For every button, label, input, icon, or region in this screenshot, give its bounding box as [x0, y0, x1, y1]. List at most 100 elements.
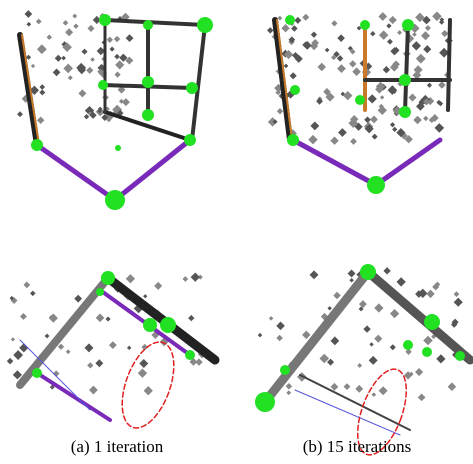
point-patch	[413, 116, 422, 125]
point-patch	[139, 359, 148, 368]
node	[360, 20, 370, 30]
node	[455, 351, 465, 361]
point-patch	[415, 368, 423, 376]
point-patch	[47, 35, 52, 40]
point-patch	[325, 48, 330, 53]
point-patch	[90, 57, 95, 62]
point-patch	[138, 368, 147, 377]
node	[98, 80, 108, 90]
point-patch	[423, 336, 433, 346]
point-patch	[363, 325, 370, 332]
node	[160, 317, 176, 333]
point-patch	[26, 55, 31, 60]
edge	[295, 390, 400, 435]
edge	[105, 20, 205, 25]
point-patch	[348, 269, 356, 277]
node	[360, 264, 376, 280]
point-patch	[277, 108, 283, 114]
point-patch	[106, 316, 111, 321]
point-patch	[389, 16, 397, 24]
point-patch	[65, 28, 73, 36]
point-patch	[115, 60, 124, 69]
point-patch	[63, 20, 69, 26]
point-patch	[286, 383, 293, 390]
point-patch	[426, 290, 434, 298]
point-patch	[369, 342, 373, 346]
point-patch	[388, 85, 398, 95]
point-patch	[276, 335, 283, 342]
point-patch	[13, 350, 23, 360]
point-patch	[20, 313, 27, 320]
node	[185, 350, 195, 360]
point-patch	[53, 68, 61, 76]
point-patch	[107, 37, 113, 43]
point-patch	[337, 64, 346, 73]
point-patch	[58, 344, 64, 350]
point-patch	[390, 344, 396, 350]
point-patch	[359, 300, 367, 308]
point-patch	[109, 341, 117, 349]
point-patch	[73, 23, 78, 28]
point-patch	[368, 94, 377, 103]
edge	[108, 278, 215, 360]
node	[255, 392, 275, 412]
edge	[37, 373, 110, 420]
point-patch	[39, 90, 45, 96]
point-patch	[96, 314, 105, 323]
node	[290, 85, 300, 95]
point-patch	[55, 55, 62, 62]
point-patch	[425, 25, 431, 31]
point-patch	[24, 10, 32, 18]
point-patch	[290, 72, 297, 79]
node	[96, 288, 104, 296]
point-patch	[258, 333, 263, 338]
point-patch	[188, 315, 194, 321]
node	[399, 74, 411, 86]
point-patch	[438, 81, 446, 89]
point-patch	[352, 67, 361, 76]
node	[424, 314, 440, 330]
node	[32, 368, 42, 378]
point-patch	[72, 14, 77, 19]
point-patch	[412, 32, 417, 37]
point-patch	[327, 306, 331, 310]
point-patch	[74, 295, 82, 303]
point-patch	[144, 386, 153, 395]
node	[143, 318, 157, 332]
point-patch	[78, 89, 86, 97]
node	[422, 347, 432, 357]
node	[31, 139, 43, 151]
point-patch	[333, 292, 340, 299]
point-patch	[89, 386, 98, 395]
node	[115, 145, 121, 151]
panel-a-bottom	[20, 271, 215, 435]
point-patch	[412, 41, 421, 50]
point-patch	[372, 134, 378, 140]
point-patch	[284, 64, 289, 69]
caption: (a) 1 iteration	[71, 437, 164, 456]
point-patch	[126, 274, 135, 283]
node	[142, 76, 154, 88]
point-patch	[370, 116, 378, 124]
node	[197, 17, 213, 33]
panel-b-bottom	[255, 264, 470, 461]
node	[367, 176, 385, 194]
edge	[405, 25, 408, 112]
node	[355, 95, 365, 105]
point-patch	[416, 54, 426, 64]
point-patch	[436, 354, 445, 363]
point-patch	[387, 39, 393, 45]
point-patch	[311, 32, 317, 38]
point-patch	[114, 36, 120, 42]
point-patch	[294, 17, 301, 24]
edge	[293, 140, 376, 185]
point-patch	[338, 128, 347, 137]
point-patch	[11, 337, 15, 341]
edge	[368, 272, 470, 360]
point-patch	[291, 25, 298, 32]
node	[402, 19, 414, 31]
point-patch	[7, 358, 14, 365]
point-patch	[81, 49, 87, 55]
point-patch	[37, 117, 44, 124]
point-patch	[408, 94, 416, 102]
